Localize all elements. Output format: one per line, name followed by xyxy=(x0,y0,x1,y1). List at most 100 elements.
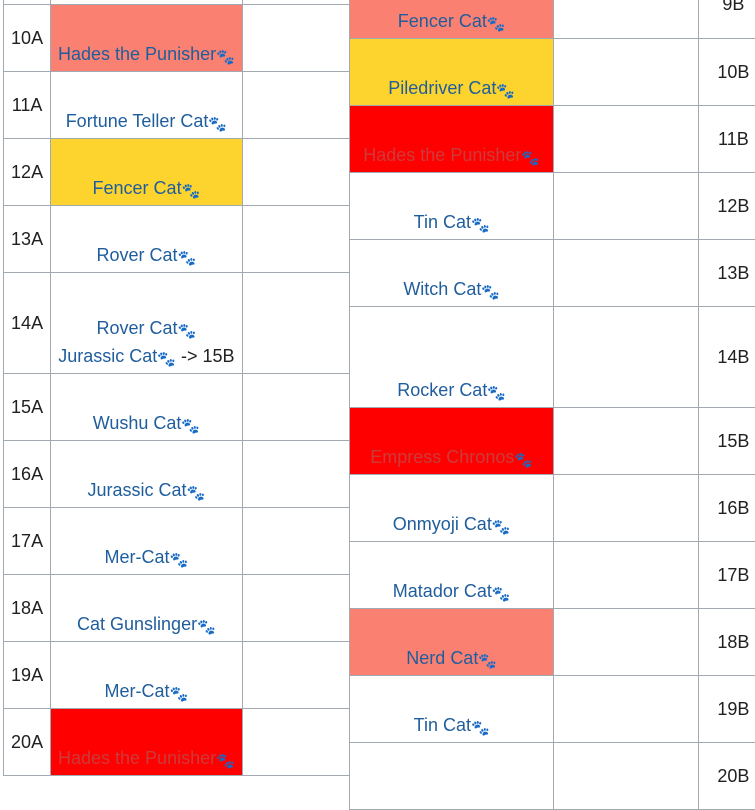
cat-entry: Onmyoji Cat🐾 xyxy=(350,511,553,539)
floor-row: Nerd Cat🐾18B xyxy=(350,609,755,676)
cat-name-link[interactable]: Tin Cat xyxy=(414,212,471,232)
empty-cell xyxy=(242,441,349,508)
floor-row: Onmyoji Cat🐾 16B xyxy=(350,475,755,542)
empty-cell xyxy=(242,206,349,273)
cat-name-link[interactable]: Tin Cat xyxy=(414,715,471,735)
cat-entry: Wushu Cat🐾 xyxy=(51,410,242,438)
empty-cell xyxy=(242,508,349,575)
cat-name-link[interactable]: Fortune Teller Cat xyxy=(66,111,209,131)
paw-icon: 🐾 xyxy=(197,619,216,636)
paw-icon: 🐾 xyxy=(216,49,235,66)
cat-name-link[interactable]: Rocker Cat xyxy=(397,380,487,400)
cat-name-link[interactable]: Cat Gunslinger xyxy=(77,614,197,634)
cat-name-link[interactable]: Jurassic Cat xyxy=(88,480,187,500)
paw-icon: 🐾 xyxy=(496,83,515,100)
empty-cell xyxy=(554,676,698,743)
floor-label: 12B xyxy=(698,173,755,240)
empty-cell xyxy=(554,0,698,39)
cat-entry: Tin Cat🐾 xyxy=(350,209,553,237)
floor-label: 16B xyxy=(698,475,755,542)
cat-name-link[interactable]: Mer-Cat xyxy=(105,681,170,701)
cat-entry: Mer-Cat🐾 xyxy=(51,678,242,706)
cat-name-link[interactable]: Empress Chronos xyxy=(370,447,514,467)
cat-entry: Witch Cat🐾 xyxy=(350,276,553,304)
paw-icon: 🐾 xyxy=(487,385,506,402)
cat-entry: Tin Cat🐾 xyxy=(350,712,553,740)
floor-row: Piledriver Cat🐾 10B xyxy=(350,39,755,106)
cat-name-link[interactable]: Nerd Cat xyxy=(406,648,478,668)
cat-entry: Nerd Cat🐾 xyxy=(350,645,553,673)
cat-name-link[interactable]: Fencer Cat xyxy=(398,11,487,31)
floor-label: 16A xyxy=(4,441,51,508)
floor-row: Tin Cat🐾 19B xyxy=(350,676,755,743)
floor-row: Rocker Cat🐾14B xyxy=(350,307,755,408)
cat-cell: Rover Cat🐾 xyxy=(51,206,243,273)
cat-cell: Empress Chronos🐾 xyxy=(350,408,554,475)
empty-cell xyxy=(554,106,698,173)
cat-cell: Cat Gunslinger🐾 xyxy=(51,575,243,642)
cat-cell: Fencer Cat🐾 xyxy=(350,0,554,39)
cat-entry: Jurassic Cat🐾 xyxy=(51,477,242,505)
cat-name-link[interactable]: Wushu Cat xyxy=(93,413,182,433)
cat-name-link[interactable]: Mer-Cat xyxy=(105,547,170,567)
cat-name-link[interactable]: Hades the Punisher xyxy=(58,44,216,64)
cat-cell: Matador Cat🐾 xyxy=(350,542,554,609)
cat-cell: Rocker Cat🐾 xyxy=(350,307,554,408)
cat-entry: Mer-Cat🐾 xyxy=(51,544,242,572)
cat-cell: Tin Cat🐾 xyxy=(350,676,554,743)
empty-cell xyxy=(242,575,349,642)
cat-name-link[interactable]: Witch Cat xyxy=(403,279,481,299)
cat-cell: Tin Cat🐾 xyxy=(350,173,554,240)
floor-row: Witch Cat🐾 13B xyxy=(350,240,755,307)
cat-cell: Fencer Cat🐾 xyxy=(51,139,243,206)
cat-name-link[interactable]: Piledriver Cat xyxy=(388,78,496,98)
paw-icon: 🐾 xyxy=(182,183,201,200)
cat-entry: Rover Cat🐾 xyxy=(51,242,242,270)
cat-cell: Hades the Punisher🐾 xyxy=(51,709,243,776)
cat-name-link[interactable]: Matador Cat xyxy=(393,581,492,601)
paw-icon: 🐾 xyxy=(481,284,500,301)
cat-cell: Hades the Punisher🐾 xyxy=(51,5,243,72)
floor-row: Fencer Cat🐾 9B xyxy=(350,0,755,39)
cat-name-link[interactable]: Hades the Punisher xyxy=(58,748,216,768)
paw-icon: 🐾 xyxy=(178,323,197,340)
cat-name-link[interactable]: Onmyoji Cat xyxy=(393,514,492,534)
floor-label: 11B xyxy=(698,106,755,173)
cat-entry: Fencer Cat🐾 xyxy=(350,8,553,36)
paw-icon: 🐾 xyxy=(471,217,490,234)
floor-label: 19B xyxy=(698,676,755,743)
floor-label: 9B xyxy=(698,0,755,39)
cat-cell: Rover Cat🐾Jurassic Cat🐾 -> 15B xyxy=(51,273,243,374)
cat-name-link[interactable]: Rover Cat xyxy=(97,318,178,338)
empty-cell xyxy=(554,307,698,408)
floor-label: 13B xyxy=(698,240,755,307)
cat-name-link[interactable]: Hades the Punisher xyxy=(363,145,521,165)
floor-label: 10A xyxy=(4,5,51,72)
floor-label: 11A xyxy=(4,72,51,139)
paw-icon: 🐾 xyxy=(471,720,490,737)
floor-label: 17B xyxy=(698,542,755,609)
empty-cell xyxy=(554,542,698,609)
empty-cell xyxy=(242,709,349,776)
cat-cell: Hades the Punisher🐾 xyxy=(350,106,554,173)
cat-cell: Piledriver Cat🐾 xyxy=(350,39,554,106)
cat-entry: Fortune Teller Cat🐾 xyxy=(51,108,242,136)
cat-name-link[interactable]: Fencer Cat xyxy=(93,178,182,198)
cat-name-link[interactable]: Jurassic Cat xyxy=(58,346,157,366)
cat-entry: Fencer Cat🐾 xyxy=(51,175,242,203)
cat-name-link[interactable]: Rover Cat xyxy=(97,245,178,265)
floor-label: 19A xyxy=(4,642,51,709)
empty-cell xyxy=(242,642,349,709)
floor-row: Matador Cat🐾 17B xyxy=(350,542,755,609)
floor-label: 12A xyxy=(4,139,51,206)
cat-cell: Mer-Cat🐾 xyxy=(51,642,243,709)
floor-label: 10B xyxy=(698,39,755,106)
floor-label: 17A xyxy=(4,508,51,575)
